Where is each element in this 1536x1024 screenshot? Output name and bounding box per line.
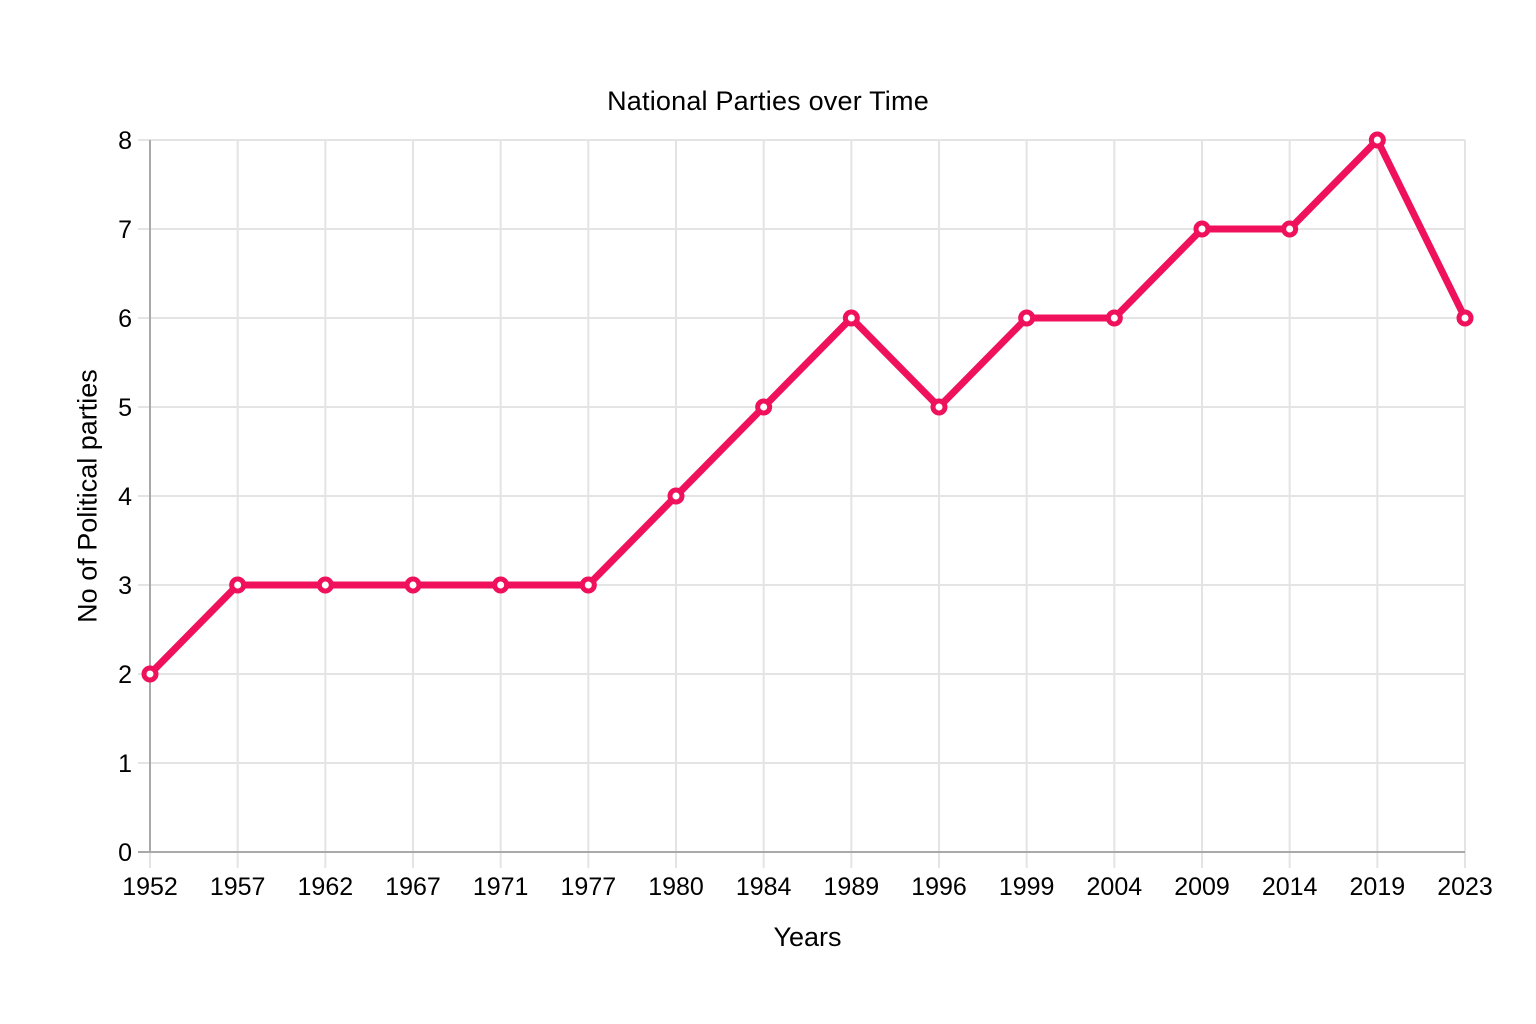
y-tick-label: 2 — [118, 661, 132, 689]
data-point-marker — [141, 665, 159, 683]
data-point-marker — [1105, 309, 1123, 327]
x-tick-label: 1980 — [648, 873, 704, 901]
data-point-marker — [755, 398, 773, 416]
y-tick-label: 4 — [118, 483, 132, 511]
x-tick-label: 2023 — [1437, 873, 1493, 901]
x-tick-label: 2019 — [1350, 873, 1406, 901]
x-tick-label: 1971 — [473, 873, 529, 901]
x-tick-label: 1957 — [210, 873, 266, 901]
x-tick-label: 2014 — [1262, 873, 1318, 901]
x-tick-label: 1996 — [911, 873, 967, 901]
y-tick-label: 5 — [118, 394, 132, 422]
data-point-marker — [579, 576, 597, 594]
x-tick-label: 1984 — [736, 873, 792, 901]
y-tick-label: 7 — [118, 216, 132, 244]
data-point-marker — [316, 576, 334, 594]
data-point-marker — [1281, 220, 1299, 238]
data-point-marker — [229, 576, 247, 594]
y-tick-label: 6 — [118, 305, 132, 333]
x-tick-label: 1999 — [999, 873, 1055, 901]
y-tick-label: 8 — [118, 127, 132, 155]
series-line — [146, 136, 1469, 678]
x-tick-label: 1952 — [122, 873, 178, 901]
data-point-marker — [667, 487, 685, 505]
x-tick-label: 1962 — [298, 873, 354, 901]
x-tick-label: 1967 — [385, 873, 441, 901]
x-tick-label: 2004 — [1087, 873, 1143, 901]
y-tick-label: 0 — [118, 839, 132, 867]
chart-title: National Parties over Time — [607, 86, 929, 116]
data-point-marker — [404, 576, 422, 594]
data-point-marker — [1368, 131, 1386, 149]
y-tick-label: 3 — [118, 572, 132, 600]
x-tick-label: 2009 — [1174, 873, 1230, 901]
data-point-marker — [1018, 309, 1036, 327]
data-point-marker — [1456, 309, 1474, 327]
data-point-marker — [842, 309, 860, 327]
y-tick-label: 1 — [118, 750, 132, 778]
x-tick-label: 1989 — [824, 873, 880, 901]
data-point-marker — [1193, 220, 1211, 238]
x-axis-label: Years — [773, 922, 842, 952]
data-point-marker — [930, 398, 948, 416]
x-tick-label: 1977 — [561, 873, 617, 901]
data-point-marker — [492, 576, 510, 594]
